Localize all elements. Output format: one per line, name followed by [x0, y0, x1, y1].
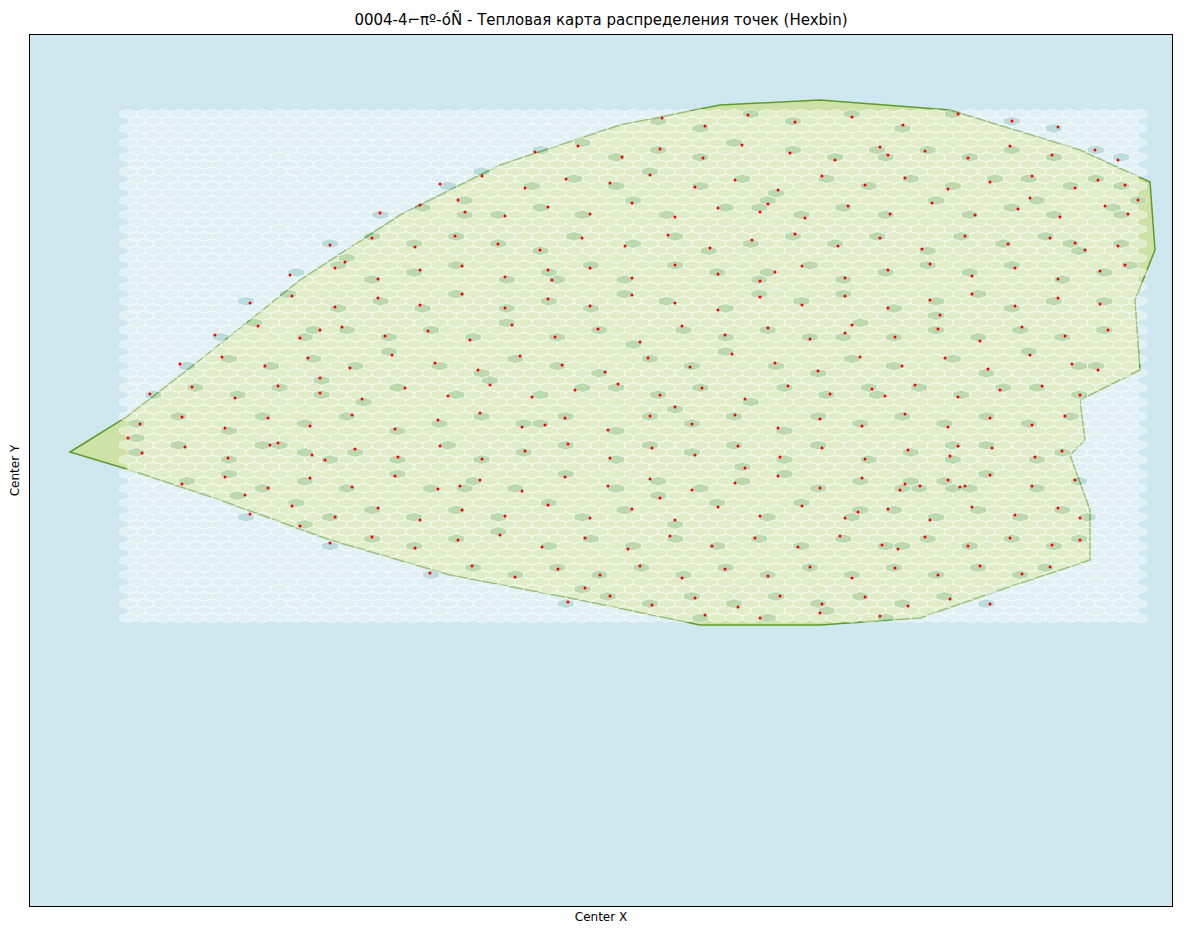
svg-text:0004-4⌐πº-óÑ - Тепловая карта: 0004-4⌐πº-óÑ - Тепловая карта распределе… — [354, 10, 847, 29]
svg-text:Center Y: Center Y — [8, 444, 22, 496]
svg-text:Center X: Center X — [575, 910, 627, 924]
